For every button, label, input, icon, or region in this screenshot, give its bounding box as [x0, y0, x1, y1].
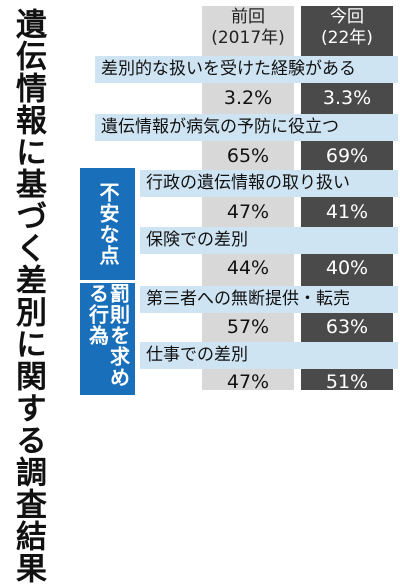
current-header-year: (22年) — [321, 28, 373, 48]
row-label: 保険での差別 — [140, 227, 398, 254]
row-current-value: 69% — [325, 145, 369, 167]
row-previous-value: 47% — [226, 371, 270, 393]
row-previous-value: 65% — [226, 145, 270, 167]
row-previous-value: 3.2% — [223, 87, 273, 109]
row-label: 行政の遺伝情報の取り扱い — [140, 170, 398, 197]
row-current-value: 3.3% — [322, 87, 372, 109]
row-current-value: 40% — [325, 257, 369, 279]
previous-header-label: 前回 — [231, 7, 265, 27]
current-header-label: 今回 — [330, 7, 364, 27]
previous-survey-header: 前回 (2017年) — [202, 6, 294, 48]
row-current-value: 41% — [325, 201, 369, 223]
row-current-value: 63% — [325, 316, 369, 338]
current-survey-header: 今回 (22年) — [301, 6, 393, 48]
row-label: 第三者への無断提供・転売 — [140, 286, 398, 313]
row-previous-value: 47% — [226, 201, 270, 223]
row-label: 仕事での差別 — [140, 342, 398, 369]
row-label: 差別的な扱いを受けた経験がある — [95, 56, 398, 83]
chart-title: 遺伝情報に基づく差別に関する調査結果 — [10, 8, 46, 584]
row-current-value: 51% — [325, 371, 369, 393]
previous-header-year: (2017年) — [211, 28, 285, 48]
group-penalty-label: 罰則を求める行為 — [80, 283, 135, 395]
group-anxiety-label: 不安な点 — [80, 168, 135, 280]
row-label: 遺伝情報が病気の予防に役立つ — [95, 114, 398, 141]
row-previous-value: 57% — [226, 316, 270, 338]
row-previous-value: 44% — [226, 257, 270, 279]
